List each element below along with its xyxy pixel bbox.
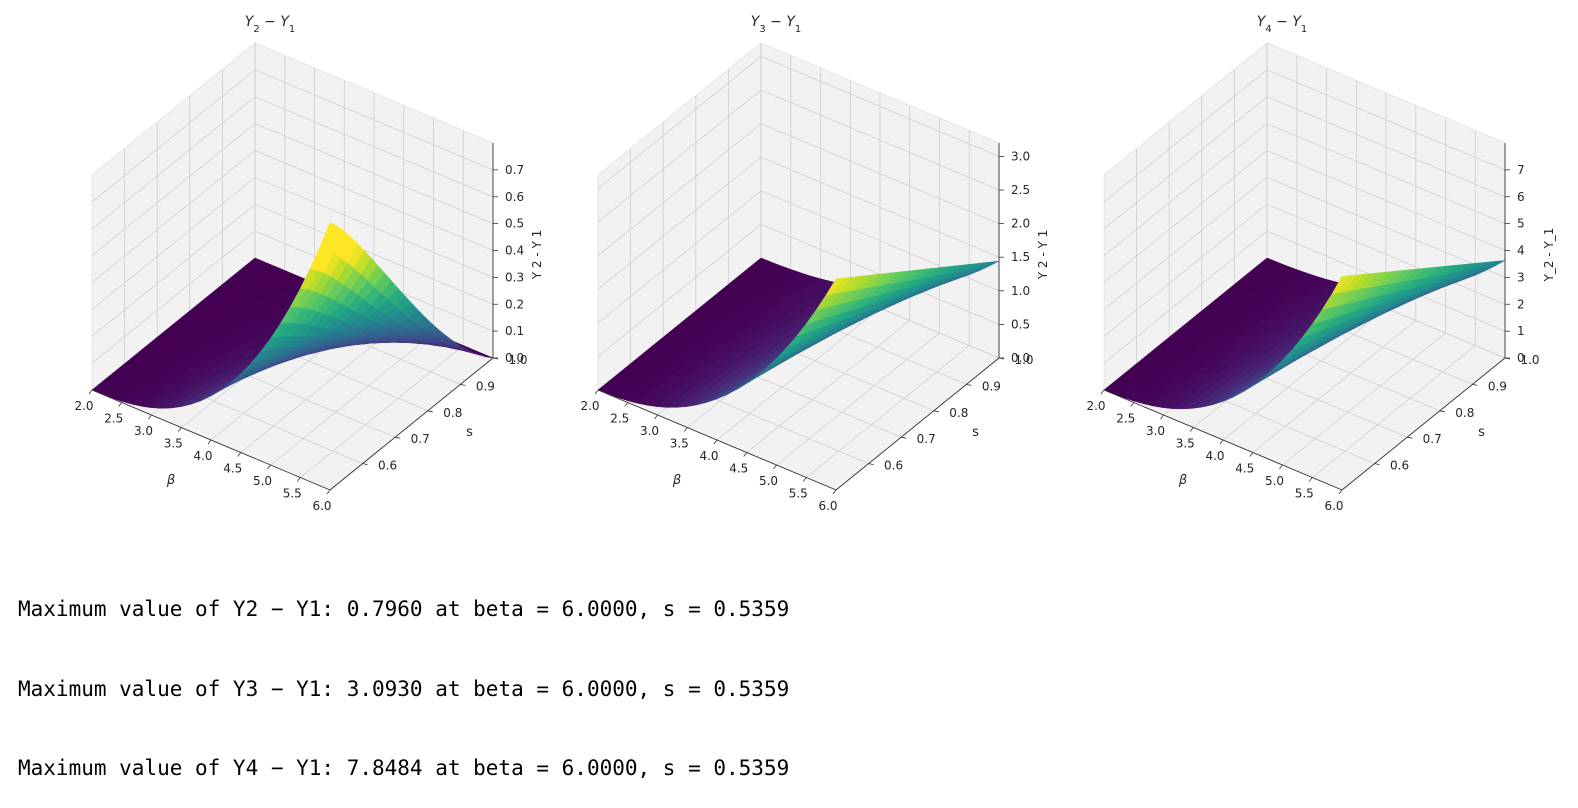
z-tick-label: 0 [1517,351,1525,365]
x-tick-label: 2.5 [104,412,123,426]
x-tick-label: 2.5 [1116,412,1135,426]
x-tick-label: 5.0 [759,474,778,488]
z-axis-label: Y_2 - Y_1 [1542,228,1556,283]
chart-panel-1: 2.0 2.5 3.0 3.5 4.0 4.5 5.0 5.5 6.0 0.6 0.7 0.8 0.9 1… [74,14,544,513]
chart-title: Y2 − Y1 [245,14,296,35]
x-tick-label: 6.0 [818,499,837,513]
y-axis-label: s [1478,425,1485,440]
y-axis-line [1341,357,1506,491]
x-tick-label: 4.5 [1235,462,1254,476]
x-tick-label: 4.0 [193,449,212,463]
z-axis-label: Y 2 - Y 1 [1036,230,1050,281]
x-tick-label: 3.5 [1176,437,1195,451]
x-tick-label: 4.5 [223,462,242,476]
z-tick-label: 2.0 [1011,217,1030,231]
x-tick-label: 3.0 [1146,424,1165,438]
x-axis-label: β [672,473,681,488]
y-tick-label: 0.8 [443,406,462,420]
y-tick-label: 0.7 [917,432,936,446]
output-line-2: Maximum value of Y3 − Y1: 3.0930 at beta… [18,676,790,701]
z-tick-label: 0.0 [1011,351,1030,365]
x-tick-label: 5.5 [283,487,302,501]
y-tick-label: 0.9 [476,379,495,393]
z-tick-label: 3.0 [1011,149,1030,163]
z-tick-label: 0.4 [505,244,524,258]
chart-title: Y4 − Y1 [1257,14,1308,35]
surface [597,257,1000,408]
y-tick-label: 1.0 [1014,353,1033,367]
z-tick-label: 0.1 [505,324,524,338]
x-tick-label: 6.0 [312,499,331,513]
surface [1103,257,1506,410]
z-tick-label: 7 [1517,163,1525,177]
z-tick-label: 5 [1517,217,1525,231]
z-tick-label: 3 [1517,270,1525,284]
output-line-1: Maximum value of Y2 − Y1: 0.7960 at beta… [18,597,790,621]
x-tick-label: 6.0 [1324,499,1343,513]
y-axis-label: s [466,425,473,440]
x-tick-label: 5.0 [1265,474,1284,488]
y-tick-label: 1.0 [508,353,527,367]
chart-panel-2: 2.0 2.5 3.0 3.5 4.0 4.5 5.0 5.5 6.0 0.6 0.7 0.8 0.9 1… [580,14,1050,513]
x-tick-label: 2.0 [580,399,599,413]
z-tick-label: 0.2 [505,297,524,311]
surface-patch [1331,275,1350,294]
x-tick-label: 5.5 [789,487,808,501]
y-tick-label: 0.8 [949,406,968,420]
x-tick-label: 4.5 [729,462,748,476]
z-tick-label: 0.5 [1011,317,1030,331]
surface-patch [825,277,844,296]
y-tick-label: 0.7 [1423,432,1442,446]
z-tick-label: 0.7 [505,163,524,177]
y-axis-line [835,357,1000,491]
z-tick-label: 1.5 [1011,250,1030,264]
y-tick-label: 1.0 [1520,353,1539,367]
x-tick-label: 4.0 [1205,449,1224,463]
chart-title: Y3 − Y1 [751,14,802,35]
output-line-3: Maximum value of Y4 − Y1: 7.8484 at beta… [18,756,790,780]
surface-patch [319,222,338,250]
x-tick-label: 4.0 [699,449,718,463]
y-tick-label: 0.7 [411,432,430,446]
grid [597,43,1000,491]
z-tick-label: 0.3 [505,270,524,284]
x-axis-label: β [1178,473,1187,488]
x-tick-label: 2.0 [1086,399,1105,413]
z-tick-label: 0.5 [505,217,524,231]
x-tick-label: 5.0 [253,474,272,488]
x-tick-label: 3.5 [164,437,183,451]
y-tick-label: 0.8 [1455,406,1474,420]
y-tick-label: 0.6 [378,459,397,473]
z-tick-label: 0.6 [505,190,524,204]
x-tick-label: 3.0 [134,424,153,438]
z-tick-label: 6 [1517,190,1525,204]
y-tick-label: 0.6 [1390,459,1409,473]
x-tick-label: 5.5 [1295,487,1314,501]
z-tick-label: 2 [1517,297,1525,311]
x-tick-label: 3.0 [640,424,659,438]
z-tick-label: 1 [1517,324,1525,338]
x-axis-label: β [166,473,175,488]
y-axis-label: s [972,425,979,440]
x-tick-label: 2.0 [74,399,93,413]
y-axis-line [329,357,494,491]
output-text: Maximum value of Y2 − Y1: 0.7960 at beta… [18,543,789,808]
figure: 2.0 2.5 3.0 3.5 4.0 4.5 5.0 5.5 6.0 0.6 0.7 0.8 0.9 1… [74,14,1556,513]
y-tick-label: 0.9 [1488,379,1507,393]
y-tick-label: 0.9 [982,379,1001,393]
z-tick-label: 2.5 [1011,183,1030,197]
z-axis-label: Y 2 - Y 1 [530,230,544,281]
z-tick-label: 0.0 [505,351,524,365]
chart-panel-3: 2.0 2.5 3.0 3.5 4.0 4.5 5.0 5.5 6.0 0.6 0.7 0.8 0.9 1… [1086,14,1556,513]
x-tick-label: 3.5 [670,437,689,451]
x-tick-label: 2.5 [610,412,629,426]
y-tick-label: 0.6 [884,459,903,473]
z-tick-label: 1.0 [1011,284,1030,298]
z-tick-label: 4 [1517,244,1525,258]
surface [91,222,494,409]
